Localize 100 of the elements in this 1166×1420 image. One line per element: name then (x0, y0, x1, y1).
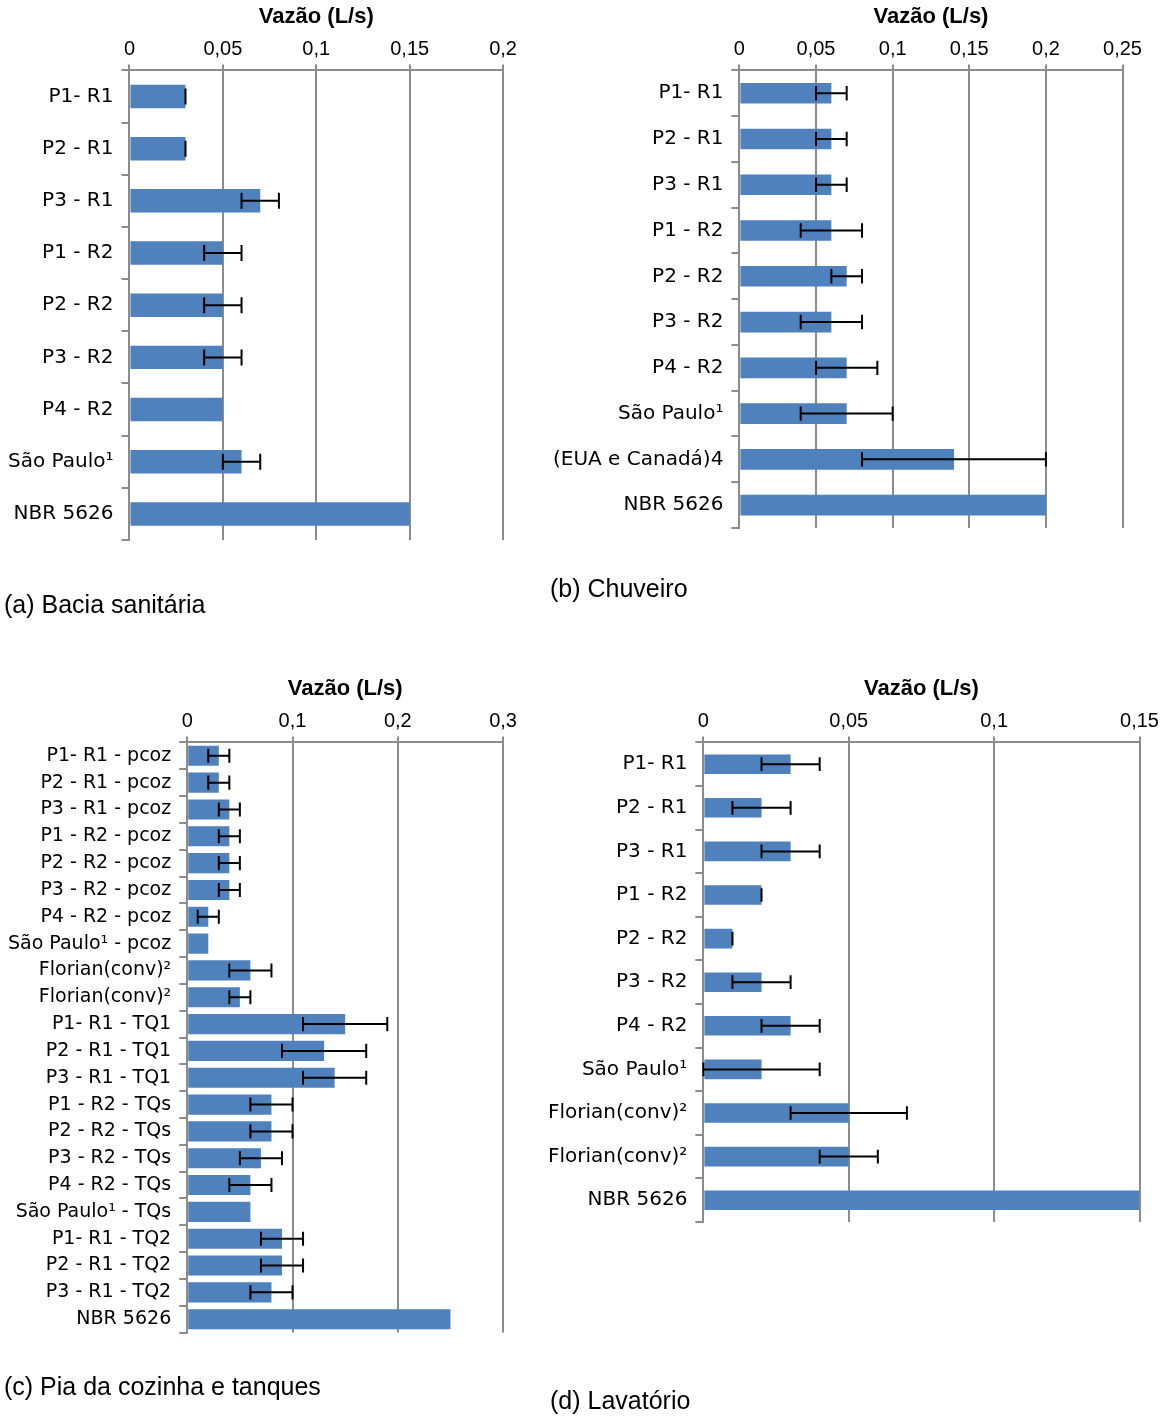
y-tick-label: P1 - R2 (42, 239, 114, 264)
bar (704, 928, 733, 949)
y-tick-label: P3 - R2 (652, 308, 724, 333)
x-tick-label: 0,1 (278, 708, 307, 731)
bar (130, 136, 186, 161)
bar (740, 403, 847, 424)
y-tick-label: P1 - R2 (616, 881, 688, 906)
y-tick-label: P1- R1 (48, 82, 114, 107)
x-tick-label: 0,1 (980, 708, 1009, 731)
y-tick-label: São Paulo¹ (617, 399, 724, 424)
y-tick-label: P3 - R2 - pcoz (40, 876, 172, 899)
y-tick-label: Florian(conv)² (548, 1142, 688, 1167)
y-tick-label: P1- R1 (622, 750, 688, 775)
y-tick-label: P1- R1 - pcoz (46, 742, 172, 765)
y-tick-label: São Paulo¹ (581, 1055, 688, 1080)
bar (188, 1282, 272, 1303)
y-tick-label: São Paulo¹ - TQs (15, 1198, 172, 1221)
bar (704, 754, 791, 775)
bar (704, 1103, 849, 1123)
x-axis-title: Vazão (L/s) (258, 3, 374, 29)
bar (130, 502, 410, 526)
y-tick-label: P3 - R1 (652, 171, 724, 195)
bar (130, 345, 223, 370)
x-tick-label: 0,2 (383, 708, 412, 731)
bar (704, 797, 762, 818)
y-tick-label: P2 - R2 - TQs (48, 1118, 172, 1141)
y-tick-label: P4 - R2 - pcoz (40, 903, 172, 926)
x-tick-label: 0,3 (489, 708, 517, 731)
y-tick-label: P3 - R1 - TQ2 (45, 1279, 172, 1302)
x-tick-label: 0,05 (796, 36, 836, 59)
bar (188, 1309, 451, 1330)
bar (704, 1015, 791, 1036)
y-tick-label: P3 - R2 (616, 968, 688, 993)
y-tick-label: P1- R1 - TQ1 (51, 1011, 172, 1034)
y-tick-label: (EUA e Canadá)4 (552, 445, 724, 470)
x-tick-label: 0,05 (203, 36, 243, 59)
bar (188, 1228, 282, 1249)
bar (740, 174, 832, 196)
y-tick-label: P2 - R2 (42, 291, 114, 316)
text: (b) Chuveiro (550, 574, 688, 603)
bar (704, 972, 762, 993)
x-tick-label: 0,2 (1032, 36, 1060, 59)
y-tick-label: São Paulo¹ - pcoz (8, 930, 172, 953)
x-tick-label: 0 (733, 36, 745, 59)
bar (130, 84, 186, 109)
bar (188, 853, 230, 874)
y-tick-label: São Paulo¹ (8, 447, 114, 472)
bar (188, 960, 251, 981)
y-tick-label: P1 - R2 (652, 216, 724, 241)
bar (704, 1190, 1140, 1211)
bar (188, 745, 219, 766)
bar (188, 1067, 335, 1088)
x-tick-label: 0,25 (1103, 36, 1143, 59)
bar (740, 220, 832, 241)
y-tick-label: P2 - R1 (616, 794, 688, 818)
y-tick-label: P2 - R2 - pcoz (40, 850, 172, 873)
bar (188, 1040, 325, 1061)
y-tick-label: P4 - R2 (42, 395, 114, 420)
y-tick-label: P2 - R1 (42, 134, 114, 159)
y-tick-label: NBR 5626 (13, 500, 114, 525)
x-tick-label: 0,15 (949, 36, 989, 59)
y-tick-label: P2 - R2 (616, 924, 688, 949)
bar (188, 826, 230, 847)
bar (740, 357, 847, 379)
x-tick-label: 0,1 (878, 36, 907, 59)
y-tick-label: P4 - R2 - TQs (48, 1171, 172, 1194)
y-tick-label: P3 - R2 - TQs (48, 1145, 172, 1168)
x-tick-label: 0,15 (1120, 708, 1160, 731)
y-tick-label: P1 - R2 - pcoz (40, 823, 172, 846)
bar (188, 799, 230, 820)
text: (a) Bacia sanitária (4, 590, 206, 619)
x-tick-label: 0 (123, 36, 136, 59)
y-tick-label: P2 - R2 (652, 262, 724, 287)
bar (188, 879, 230, 901)
y-tick-label: P1- R1 - TQ2 (51, 1225, 172, 1248)
bar (188, 1148, 261, 1169)
bar (188, 987, 240, 1008)
bar (704, 885, 762, 905)
y-tick-label: P2 - R1 - pcoz (40, 769, 172, 792)
bar (188, 1014, 346, 1035)
y-tick-label: NBR 5626 (587, 1186, 688, 1211)
y-tick-label: P1 - R2 - TQs (48, 1091, 172, 1114)
x-axis-title: Vazão (L/s) (287, 675, 403, 701)
bar (740, 82, 832, 104)
bar (188, 1255, 282, 1276)
x-axis-title: Vazão (L/s) (873, 3, 989, 29)
bar (130, 189, 261, 213)
x-tick-label: 0 (697, 708, 709, 731)
y-tick-label: P3 - R1 - TQ1 (45, 1064, 172, 1087)
y-tick-label: P3 - R2 (42, 343, 114, 368)
bar (188, 1201, 251, 1222)
bar (188, 1094, 272, 1115)
x-tick-label: 0,2 (489, 36, 517, 59)
bar (130, 241, 223, 265)
x-tick-label: 0,05 (829, 708, 869, 731)
y-tick-label: NBR 5626 (76, 1306, 172, 1329)
y-tick-label: Florian(conv)² (548, 1099, 688, 1124)
bar (740, 266, 847, 287)
y-tick-label: P4 - R2 (616, 1012, 688, 1036)
bar (130, 293, 223, 317)
